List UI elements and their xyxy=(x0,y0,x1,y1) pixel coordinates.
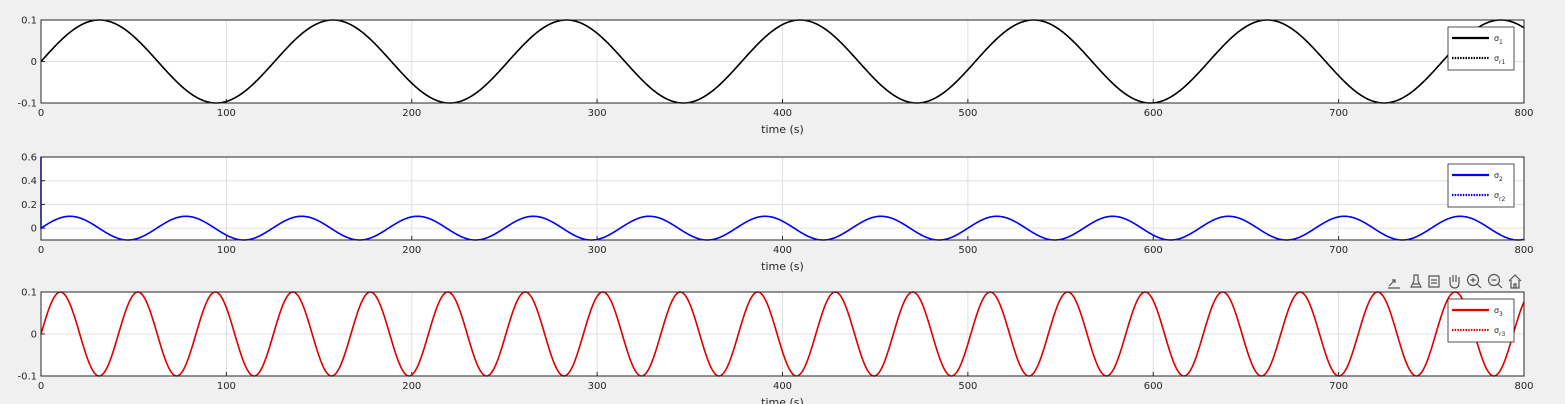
x-tick-label: 800 xyxy=(1514,108,1533,119)
x-tick-label: 400 xyxy=(773,108,792,119)
y-tick-label: 0.1 xyxy=(21,16,37,27)
pan-icon[interactable] xyxy=(1446,272,1462,290)
x-tick-label: 800 xyxy=(1514,381,1533,392)
x-tick-label: 600 xyxy=(1144,381,1163,392)
export-icon[interactable] xyxy=(1386,272,1402,290)
x-tick-label: 300 xyxy=(588,381,607,392)
x-tick-label: 700 xyxy=(1329,245,1348,256)
x-tick-label: 800 xyxy=(1514,245,1533,256)
axes-toolbar xyxy=(1386,272,1523,290)
legend-entry-subscript: r2 xyxy=(1499,196,1505,203)
home-icon[interactable] xyxy=(1507,272,1523,290)
legend-entry: σ xyxy=(1494,191,1499,200)
axes-box xyxy=(40,291,1525,377)
legend-entry: σ xyxy=(1494,54,1499,63)
legend-entry: σ xyxy=(1494,34,1499,43)
x-tick-label: 600 xyxy=(1144,245,1163,256)
axes-box xyxy=(40,19,1525,104)
zoom-in-icon[interactable] xyxy=(1466,272,1482,290)
x-tick-label: 500 xyxy=(958,245,977,256)
y-tick-label: 0.1 xyxy=(21,288,37,299)
y-tick-label: 0 xyxy=(31,224,37,235)
x-axis-label: time (s) xyxy=(761,123,804,136)
y-tick-label: 0.6 xyxy=(21,153,37,164)
x-tick-label: 300 xyxy=(588,245,607,256)
legend-entry: σ xyxy=(1494,171,1499,180)
legend-entry: σ xyxy=(1494,306,1499,315)
x-tick-label: 100 xyxy=(217,108,236,119)
y-tick-label: -0.1 xyxy=(17,99,37,110)
legend-entry-subscript: 3 xyxy=(1499,311,1503,318)
x-tick-label: 100 xyxy=(217,381,236,392)
y-tick-label: 0.4 xyxy=(21,176,37,187)
x-tick-label: 700 xyxy=(1329,381,1348,392)
x-tick-label: 400 xyxy=(773,245,792,256)
axes-box xyxy=(40,156,1525,241)
series-line-σr1 xyxy=(40,19,1525,104)
y-tick-label: -0.1 xyxy=(17,372,37,383)
series-line-σr3 xyxy=(40,291,1525,377)
datatip-icon[interactable] xyxy=(1426,272,1442,290)
x-tick-label: 0 xyxy=(38,245,44,256)
brush-icon[interactable] xyxy=(1408,272,1424,290)
x-tick-label: 100 xyxy=(217,245,236,256)
legend-entry-subscript: 2 xyxy=(1499,176,1503,183)
legend-entry: σ xyxy=(1494,326,1499,335)
legend-box xyxy=(1447,163,1515,208)
x-tick-label: 500 xyxy=(958,108,977,119)
x-tick-label: 200 xyxy=(402,108,421,119)
x-tick-label: 400 xyxy=(773,381,792,392)
x-tick-label: 0 xyxy=(38,108,44,119)
legend-entry-subscript: r3 xyxy=(1499,331,1505,338)
zoom-out-icon[interactable] xyxy=(1487,272,1503,290)
legend: σ 1σ r1 xyxy=(1447,26,1515,71)
x-axis-label: time (s) xyxy=(761,260,804,273)
x-tick-label: 200 xyxy=(402,245,421,256)
legend-entry-subscript: 1 xyxy=(1499,39,1503,46)
legend-entry-subscript: r1 xyxy=(1499,59,1505,66)
y-tick-label: 0.2 xyxy=(21,200,37,211)
x-tick-label: 600 xyxy=(1144,108,1163,119)
x-tick-label: 300 xyxy=(588,108,607,119)
axes-2: 0 100 200 300 400 500 600 700 800 0 0.2 0.4 0.6 time … xyxy=(21,153,1533,274)
legend-box xyxy=(1447,26,1515,71)
x-axis-label: time (s) xyxy=(761,396,804,404)
x-tick-label: 700 xyxy=(1329,108,1348,119)
legend: σ 3σ r3 xyxy=(1447,298,1515,343)
legend-box xyxy=(1447,298,1515,343)
y-tick-label: 0 xyxy=(31,330,37,341)
legend: σ 2σ r2 xyxy=(1447,163,1515,208)
x-tick-label: 500 xyxy=(958,381,977,392)
x-tick-label: 0 xyxy=(38,381,44,392)
y-tick-label: 0 xyxy=(31,57,37,68)
x-tick-label: 200 xyxy=(402,381,421,392)
